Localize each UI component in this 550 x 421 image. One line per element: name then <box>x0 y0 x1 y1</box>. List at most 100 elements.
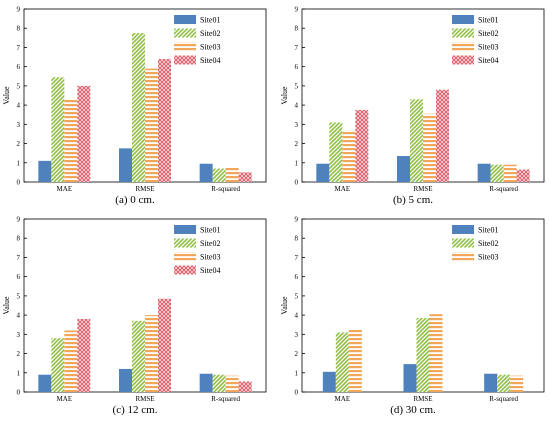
legend-swatch <box>174 15 197 24</box>
y-axis-label: Value <box>2 86 11 105</box>
legend-label: Site04 <box>200 56 220 65</box>
y-tick-label: 5 <box>17 292 21 300</box>
legend-swatch <box>174 55 197 65</box>
y-tick-label: 0 <box>295 389 299 397</box>
bar-site02-mae <box>335 332 349 392</box>
bar-site01-mae <box>38 160 52 182</box>
y-tick-label: 2 <box>17 350 21 358</box>
y-tick-label: 1 <box>17 369 21 377</box>
y-tick-label: 3 <box>295 331 299 339</box>
legend-label: Site03 <box>478 253 498 262</box>
y-tick-label: 6 <box>17 63 21 71</box>
legend-swatch <box>174 28 197 38</box>
legend-swatch <box>174 265 197 275</box>
chart-panel-a: 0 1 2 3 4 5 6 7 8 9 Value MAE RMSE R-squared Site01 Sit… <box>2 6 267 193</box>
legend-label: Site01 <box>478 16 498 25</box>
y-tick-label: 1 <box>17 159 21 167</box>
bar-site01-r-squared <box>199 373 213 392</box>
legend-swatch <box>174 238 197 248</box>
legend-swatch <box>174 42 197 51</box>
bar-site03-r-squared <box>503 164 517 182</box>
bar-site02-r-squared <box>497 374 511 392</box>
bar-site04-mae <box>77 85 91 182</box>
y-tick-label: 8 <box>17 25 21 33</box>
legend-label: Site02 <box>478 239 498 248</box>
bar-site04-rmse <box>436 89 449 182</box>
bar-site02-r-squared <box>212 168 226 182</box>
bar-site03-r-squared <box>225 375 239 392</box>
chart-panel-d: 0 1 2 3 4 5 6 7 8 9 Value MAE RMSE R-squared Site01 Sit… <box>280 216 545 403</box>
legend-label: Site04 <box>200 266 220 275</box>
bar-site01-rmse <box>119 368 132 392</box>
bar-site04-r-squared <box>238 381 252 392</box>
legend-swatch <box>174 225 197 234</box>
x-tick-label: MAE <box>335 395 351 403</box>
legend-label: Site01 <box>200 226 220 235</box>
bar-site04-mae <box>355 109 369 182</box>
bar-site02-rmse <box>410 99 423 182</box>
legend-swatch <box>452 252 475 261</box>
bar-site04-r-squared <box>238 172 252 182</box>
legend-swatch <box>452 55 475 65</box>
legend-label: Site04 <box>478 56 498 65</box>
legend-swatch <box>452 225 475 234</box>
y-tick-label: 7 <box>17 254 21 262</box>
bar-site01-rmse <box>403 364 417 392</box>
y-tick-label: 1 <box>295 369 299 377</box>
bar-site03-rmse <box>423 113 436 182</box>
bar-site04-r-squared <box>516 169 530 182</box>
y-tick-label: 2 <box>295 350 299 358</box>
chart-panel-b: 0 1 2 3 4 5 6 7 8 9 Value MAE RMSE R-squared Site01 Sit… <box>280 6 545 193</box>
x-tick-label: MAE <box>335 185 351 193</box>
x-tick-label: R-squared <box>489 395 518 403</box>
x-tick-label: RMSE <box>135 185 154 193</box>
y-tick-label: 2 <box>295 140 299 148</box>
caption-c: (c) 12 cm. <box>112 404 158 416</box>
x-tick-label: RMSE <box>135 395 154 403</box>
legend-label: Site02 <box>478 29 498 38</box>
y-tick-label: 4 <box>17 102 21 110</box>
legend-swatch <box>452 238 475 248</box>
y-tick-label: 0 <box>17 179 21 187</box>
bar-site02-rmse <box>132 320 145 392</box>
legend-label: Site01 <box>200 16 220 25</box>
bar-site01-mae <box>322 371 336 392</box>
y-tick-label: 5 <box>295 292 299 300</box>
legend-label: Site02 <box>200 29 220 38</box>
legend-swatch <box>452 42 475 51</box>
x-tick-label: R-squared <box>211 395 240 403</box>
y-tick-label: 7 <box>295 44 299 52</box>
y-tick-label: 8 <box>295 235 299 243</box>
bar-site03-rmse <box>145 315 158 392</box>
bar-site03-mae <box>64 330 78 392</box>
y-tick-label: 3 <box>17 331 21 339</box>
x-tick-label: R-squared <box>211 185 240 193</box>
y-tick-label: 3 <box>295 121 299 129</box>
bar-site01-r-squared <box>199 163 213 182</box>
bar-site02-r-squared <box>490 164 504 182</box>
bar-site01-r-squared <box>484 373 498 392</box>
y-tick-label: 9 <box>17 216 21 224</box>
bar-site04-rmse <box>158 298 171 392</box>
caption-d: (d) 30 cm. <box>390 404 436 416</box>
legend-label: Site01 <box>478 226 498 235</box>
y-tick-label: 5 <box>17 82 21 90</box>
y-axis-label: Value <box>280 86 289 105</box>
bar-site02-r-squared <box>212 374 226 392</box>
legend-swatch <box>174 252 197 261</box>
chart-panel-c: 0 1 2 3 4 5 6 7 8 9 Value MAE RMSE R-squared Site01 Sit… <box>2 216 267 403</box>
legend-label: Site03 <box>200 253 220 262</box>
x-tick-label: R-squared <box>489 185 518 193</box>
bar-site01-r-squared <box>477 163 491 182</box>
caption-a: (a) 0 cm. <box>115 194 155 206</box>
y-tick-label: 0 <box>17 389 21 397</box>
bar-site01-rmse <box>397 156 410 182</box>
y-tick-label: 9 <box>295 216 299 224</box>
bar-site03-rmse <box>429 314 443 392</box>
bar-site03-mae <box>342 130 356 182</box>
y-tick-label: 8 <box>17 235 21 243</box>
y-tick-label: 2 <box>17 140 21 148</box>
y-tick-label: 1 <box>295 159 299 167</box>
bar-site03-mae <box>348 329 362 392</box>
